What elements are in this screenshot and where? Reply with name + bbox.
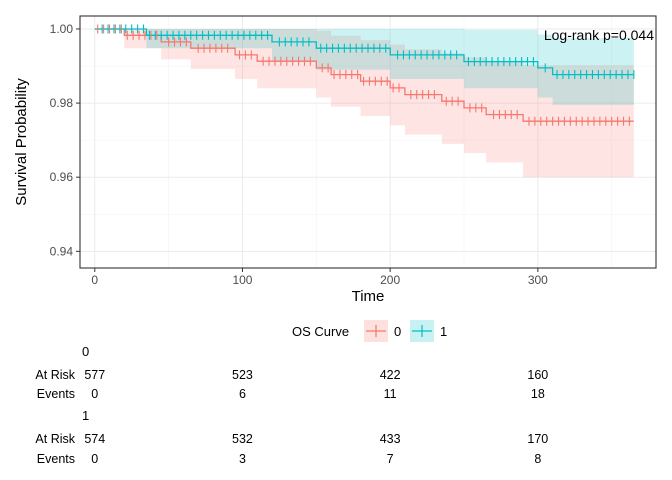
at-risk-cell-0-100: 523 [232, 368, 253, 382]
panel-background [80, 16, 656, 268]
risk-group-0-title: 0 [82, 344, 89, 359]
y-tick-label-2: 0.98 [50, 96, 74, 110]
y-tick-label-3: 1.00 [50, 22, 74, 36]
at-risk-cell-0-0: 577 [84, 368, 105, 382]
censor-marks-1 [101, 24, 635, 80]
grid-lines [80, 16, 656, 268]
events-cell-0-200: 11 [384, 387, 397, 401]
risk-row-label-events-0: Events [37, 387, 75, 401]
at-risk-cell-0-200: 422 [380, 368, 401, 382]
events-cell-1-300: 8 [534, 452, 541, 466]
y-axis-ticks: 0.94 0.96 0.98 1.00 [50, 22, 80, 258]
censor-marks-0 [97, 24, 630, 126]
risk-row-label-at-risk-1: At Risk [35, 432, 75, 446]
events-cell-0-100: 6 [239, 387, 246, 401]
at-risk-cell-1-0: 574 [84, 432, 105, 446]
confidence-band-0 [94, 29, 634, 178]
x-axis-ticks: 0 100 200 300 [91, 268, 548, 287]
censor-marks [97, 24, 635, 126]
legend-title: OS Curve [292, 324, 349, 339]
legend-label-1: 1 [440, 324, 447, 339]
events-cell-1-0: 0 [91, 452, 98, 466]
legend-label-0: 0 [394, 324, 401, 339]
risk-table: 0 At Risk Events 1 At Risk Events 577 0 52… [35, 344, 548, 466]
events-cell-1-100: 3 [239, 452, 246, 466]
logrank-annotation: Log-rank p=0.044 [544, 27, 654, 43]
events-cell-0-0: 0 [91, 387, 98, 401]
events-cell-1-200: 7 [387, 452, 394, 466]
at-risk-cell-1-100: 532 [232, 432, 253, 446]
panel-border [79, 15, 657, 269]
x-tick-label-200: 200 [380, 273, 400, 287]
x-axis-title: Time [352, 288, 385, 305]
risk-row-label-events-1: Events [37, 452, 75, 466]
at-risk-cell-1-200: 433 [380, 432, 401, 446]
x-tick-label-0: 0 [91, 273, 98, 287]
risk-row-label-at-risk-0: At Risk [35, 368, 75, 382]
x-tick-label-100: 100 [232, 273, 252, 287]
risk-table-cells: 577 0 523 6 422 11 160 18 574 0 532 3 433 7 170 8 [84, 368, 548, 466]
risk-group-1-title: 1 [82, 408, 89, 423]
at-risk-cell-1-300: 170 [527, 432, 548, 446]
y-tick-label-1: 0.96 [50, 170, 74, 184]
x-tick-label-300: 300 [528, 273, 548, 287]
legend: OS Curve 0 1 [292, 320, 447, 342]
y-tick-label-0: 0.94 [50, 244, 74, 258]
at-risk-cell-0-300: 160 [527, 368, 548, 382]
y-axis-title: Survival Probability [13, 78, 30, 206]
events-cell-0-300: 18 [531, 387, 545, 401]
